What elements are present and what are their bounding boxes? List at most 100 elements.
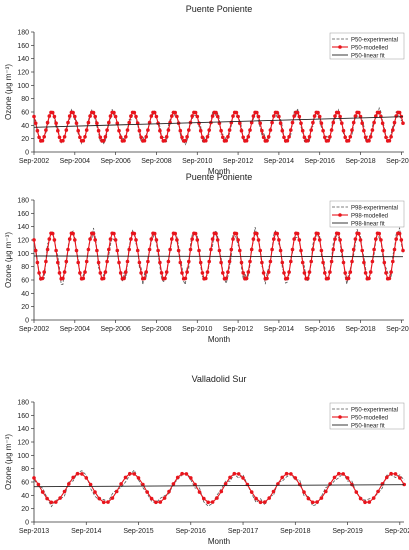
x-tick-label: Sep-2016 xyxy=(305,158,335,165)
data-point xyxy=(205,270,210,274)
data-point xyxy=(197,490,202,494)
data-point xyxy=(241,135,245,140)
data-point xyxy=(224,276,228,281)
data-point xyxy=(66,247,70,252)
data-point xyxy=(97,496,102,501)
data-point xyxy=(382,128,387,133)
y-tick-label: 100 xyxy=(17,453,29,460)
data-point xyxy=(374,237,378,241)
data-point xyxy=(275,110,280,115)
x-tick-label: Sep-2004 xyxy=(60,158,90,165)
data-point xyxy=(147,247,152,252)
legend-item: P50-linear fit xyxy=(332,53,385,59)
data-point xyxy=(178,128,183,133)
data-point xyxy=(238,121,242,125)
legend-marker xyxy=(338,45,342,49)
y-tick-label: 20 xyxy=(21,304,29,311)
data-point xyxy=(33,121,38,125)
data-point xyxy=(132,472,136,476)
data-point xyxy=(96,260,101,265)
data-point xyxy=(258,500,263,505)
legend-label: P98-modelled xyxy=(351,213,388,219)
legend: P50-experimental P50-modelled P50-linear f… xyxy=(329,32,405,59)
data-point xyxy=(265,276,269,281)
series-p50-experimental xyxy=(33,106,404,146)
data-point xyxy=(52,238,57,242)
data-point xyxy=(84,259,89,264)
data-point xyxy=(112,110,116,115)
linear-fit-line xyxy=(33,116,403,128)
data-point xyxy=(158,500,163,504)
data-point xyxy=(45,120,50,125)
data-point xyxy=(184,472,189,476)
data-point xyxy=(261,135,266,140)
data-point xyxy=(78,135,82,140)
y-tick-label: 180 xyxy=(17,30,29,37)
data-point xyxy=(142,276,147,281)
y-tick-label: 60 xyxy=(21,278,29,285)
data-point xyxy=(114,489,119,494)
data-point xyxy=(346,276,351,281)
linear-fit-line xyxy=(33,484,405,488)
data-point xyxy=(363,135,368,140)
data-point xyxy=(340,121,344,125)
data-point xyxy=(336,231,341,236)
data-point xyxy=(32,114,36,119)
data-point xyxy=(336,110,341,115)
data-point xyxy=(307,135,312,139)
y-tick-label: 80 xyxy=(21,96,29,103)
data-point xyxy=(127,247,131,252)
data-point xyxy=(54,500,58,504)
data-point xyxy=(45,496,49,501)
data-point xyxy=(156,248,160,253)
data-point xyxy=(254,496,258,501)
data-point xyxy=(328,135,332,139)
data-point xyxy=(248,128,252,132)
data-point xyxy=(141,482,145,487)
x-tick-label: Sep-2010 xyxy=(182,158,212,165)
data-point xyxy=(358,496,363,501)
data-point xyxy=(62,135,67,139)
data-point xyxy=(152,231,157,236)
y-tick-label: 60 xyxy=(21,480,29,487)
data-point xyxy=(280,475,285,480)
data-point xyxy=(146,259,150,264)
data-point xyxy=(312,237,317,241)
data-point xyxy=(358,114,363,119)
y-tick-label: 40 xyxy=(21,493,29,500)
data-point xyxy=(357,110,361,115)
experimental-line xyxy=(33,106,404,146)
y-tick-label: 0 xyxy=(25,150,29,157)
data-point xyxy=(236,114,240,119)
data-point xyxy=(226,135,230,139)
data-point xyxy=(326,276,331,281)
data-point xyxy=(195,238,200,242)
data-point xyxy=(170,114,174,118)
data-point xyxy=(287,135,291,139)
data-point xyxy=(387,276,392,281)
data-point xyxy=(183,138,188,143)
data-point xyxy=(124,270,128,274)
data-point xyxy=(124,135,128,139)
data-point xyxy=(328,270,332,274)
x-tick-label: Sep-2008 xyxy=(141,158,171,165)
data-point xyxy=(173,110,177,115)
data-point xyxy=(122,276,126,281)
data-point xyxy=(338,114,342,119)
data-point xyxy=(185,270,189,274)
y-axis-label: Ozone (μg m⁻³) xyxy=(4,434,13,490)
data-point xyxy=(171,482,176,486)
legend-item: P50-linear fit xyxy=(332,423,385,429)
data-point xyxy=(265,138,269,143)
data-point xyxy=(144,270,148,274)
y-tick-label: 140 xyxy=(17,56,29,63)
data-point xyxy=(350,128,354,132)
data-point xyxy=(363,271,368,275)
data-point xyxy=(134,238,138,242)
y-tick-label: 20 xyxy=(21,136,29,143)
data-point xyxy=(290,247,295,252)
data-point xyxy=(129,237,133,241)
data-point xyxy=(226,270,230,274)
x-tick-label: Sep-2020 xyxy=(386,326,409,333)
